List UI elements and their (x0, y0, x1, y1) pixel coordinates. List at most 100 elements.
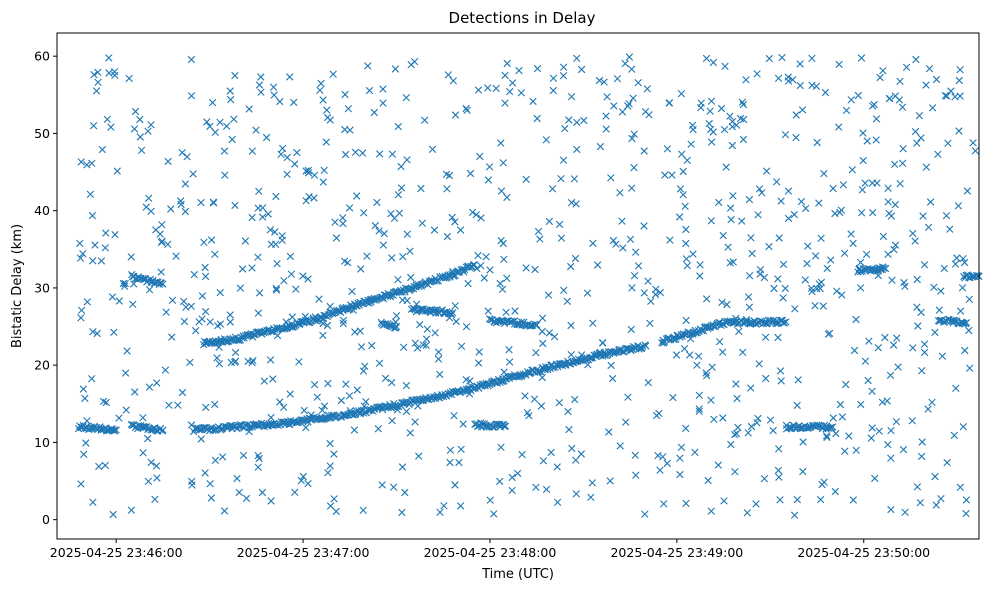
detection-point (486, 266, 494, 274)
detection-point (159, 426, 167, 434)
x-tick-label: 2025-04-25 23:50:00 (797, 545, 930, 560)
detection-point (127, 253, 135, 261)
detection-point (323, 106, 331, 114)
detection-point (616, 189, 624, 197)
detection-point (828, 423, 837, 431)
detection-point (732, 430, 741, 438)
detection-point (110, 328, 118, 336)
detection-point (318, 406, 326, 414)
detection-point (393, 406, 402, 414)
detection-point (885, 94, 894, 103)
detection-point (273, 331, 282, 340)
detection-point (833, 287, 841, 295)
detection-point (628, 134, 636, 143)
detection-point (448, 213, 456, 222)
detection-point (112, 426, 120, 434)
detection-point (379, 85, 387, 93)
detection-point (971, 147, 980, 155)
detection-point (259, 204, 267, 212)
detection-point (679, 191, 687, 199)
detection-point (624, 393, 632, 401)
detection-point (484, 84, 492, 92)
detection-point (577, 351, 586, 359)
detection-point (815, 280, 823, 288)
detection-point (187, 421, 196, 429)
y-tick-label: 30 (34, 280, 50, 295)
detection-point (254, 451, 262, 460)
y-tick-label: 50 (34, 126, 50, 141)
detection-point (777, 377, 785, 385)
detection-point (272, 286, 281, 294)
detection-point (196, 425, 205, 434)
detection-point (505, 346, 513, 354)
detection-point (168, 296, 177, 304)
detection-point (162, 308, 170, 316)
detection-point (216, 118, 224, 126)
detection-point (727, 215, 735, 224)
detection-point (545, 329, 553, 337)
detection-point (457, 342, 466, 350)
detection-point (342, 380, 350, 388)
detection-point (231, 201, 239, 210)
detection-point (681, 202, 689, 210)
detection-point (213, 354, 221, 362)
detection-point (739, 135, 748, 144)
detection-point (390, 214, 399, 222)
detection-point (286, 390, 294, 398)
detection-point (319, 96, 327, 104)
detection-point (640, 289, 648, 297)
detection-point (798, 106, 807, 114)
detection-point (754, 211, 762, 219)
detection-point (745, 303, 754, 311)
detection-point (82, 424, 91, 433)
detection-point (206, 480, 214, 488)
detection-point (735, 327, 743, 336)
detection-point (211, 400, 219, 409)
detection-point (943, 92, 951, 100)
detection-point (602, 125, 610, 133)
detection-point (95, 462, 103, 471)
detection-point (278, 144, 287, 153)
detection-point (388, 150, 397, 158)
detection-point (775, 445, 783, 453)
detection-point (747, 422, 756, 431)
detection-point (937, 287, 945, 295)
detection-point (630, 163, 638, 172)
detection-point (402, 381, 411, 390)
detection-point (719, 414, 727, 422)
detection-point (753, 419, 761, 427)
detection-point (305, 192, 313, 201)
detection-point (799, 438, 807, 446)
detection-point (962, 496, 971, 504)
detection-point (226, 95, 235, 104)
detection-point (852, 315, 860, 324)
detection-point (868, 102, 877, 110)
detection-point (181, 180, 190, 188)
detection-point (231, 348, 240, 357)
detection-point (922, 163, 931, 171)
detection-point (564, 407, 572, 416)
detection-point (660, 500, 668, 508)
detection-point (89, 122, 98, 130)
detection-point (890, 160, 899, 168)
detection-point (452, 317, 460, 326)
detection-point (230, 115, 238, 123)
detection-point (789, 421, 798, 429)
detection-point (608, 374, 617, 383)
detection-point (656, 288, 664, 297)
detection-point (872, 115, 881, 123)
detection-point (216, 288, 224, 297)
detection-point (120, 282, 129, 290)
detection-point (623, 344, 631, 353)
detection-point (568, 444, 576, 453)
detection-point (497, 187, 506, 195)
detection-point (707, 125, 715, 134)
y-tick-label: 60 (34, 49, 50, 64)
detection-point (88, 375, 96, 383)
detection-point (403, 296, 411, 305)
detection-point (388, 254, 396, 262)
detection-point (501, 422, 510, 430)
detection-point (641, 510, 649, 518)
detection-point (330, 495, 338, 503)
detection-point (496, 477, 504, 486)
